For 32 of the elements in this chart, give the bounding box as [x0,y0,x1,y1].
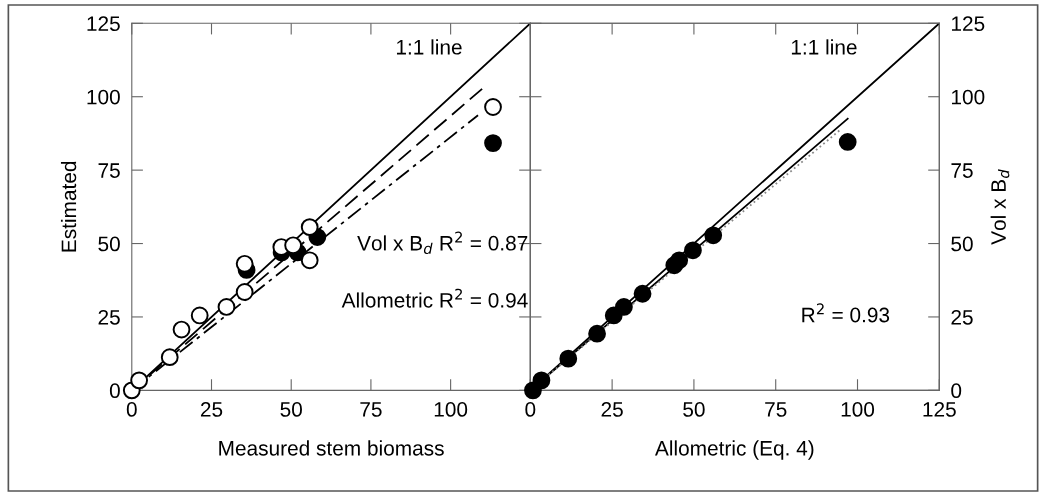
y2-tick-label: 50 [951,236,973,252]
x-tick-label: 75 [360,402,382,417]
y-tick-label: 75 [98,163,120,178]
y2-tick-label: 0 [951,383,962,399]
x-axis-title: Allometric (Eq. 4) [654,440,814,460]
y2-tick-label: 75 [951,163,973,178]
annotation: Allometric R$^{2}$ = 0.94 [341,288,528,308]
annotation: R$^{2}$ = 0.93 [802,303,890,323]
x-axis-title: Measured stem biomass [219,440,444,456]
y2-tick-label: 125 [952,16,985,32]
y2-axis-title: Vol x B$_{d}$ [990,169,1010,245]
y-tick-label: 50 [98,236,120,252]
x-tick-label: 25 [601,402,623,417]
y-tick-label: 100 [87,89,120,105]
x-tick-label: 100 [841,402,875,417]
annotation: 1:1 line [791,39,857,55]
y2-tick-label: 100 [952,89,985,105]
x-tick-label: 50 [280,402,302,417]
x-tick-label: 0 [525,402,536,417]
x-tick-label: 100 [434,402,468,417]
annotation: Vol x B$_{d}$ R$^{2}$ = 0.87 [357,231,528,255]
x-tick-label: 125 [923,402,956,417]
x-tick-label: 75 [765,402,787,417]
y2-tick-label: 25 [951,309,973,325]
y-axis-title: Estimated [60,161,77,252]
annotation: 1:1 line [396,39,462,55]
y-tick-label: 125 [87,16,120,32]
x-tick-label: 0 [126,402,137,417]
y-tick-label: 25 [98,309,120,325]
y-tick-label: 0 [109,383,120,399]
x-tick-label: 50 [683,402,705,417]
x-tick-label: 25 [200,402,223,417]
